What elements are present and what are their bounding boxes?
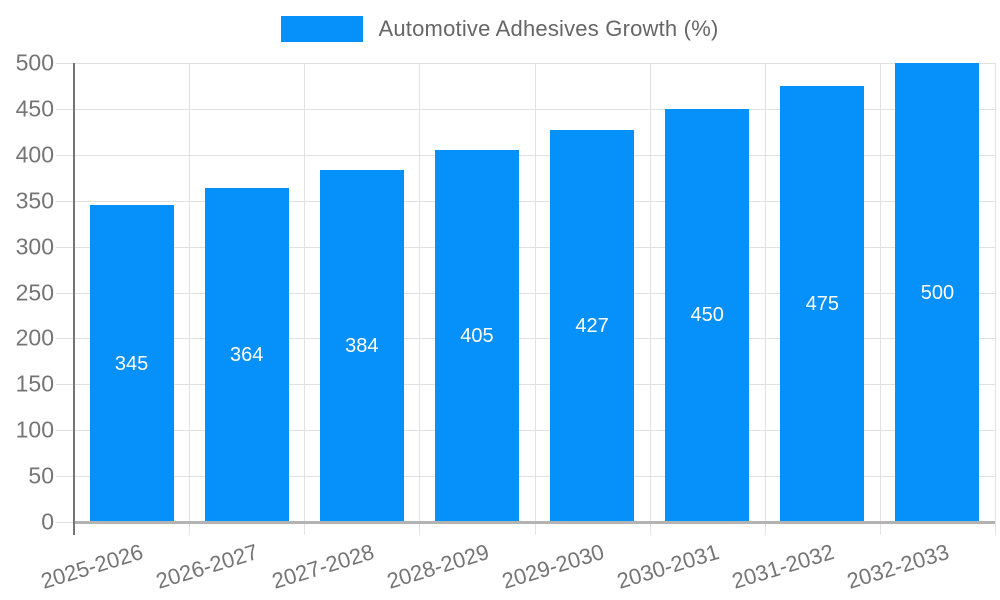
bar[interactable] — [550, 130, 635, 522]
x-gridline — [879, 63, 881, 535]
bar-value-label: 384 — [345, 334, 379, 357]
y-gridline — [56, 522, 74, 523]
x-axis-tick-label: 2030-2031 — [613, 539, 722, 594]
y-axis-tick-label: 100 — [15, 416, 54, 443]
x-axis-tick-label: 2029-2030 — [498, 539, 607, 594]
y-gridline — [56, 154, 995, 156]
y-axis-tick-label: 200 — [15, 324, 54, 351]
bar[interactable] — [895, 63, 980, 522]
y-gridline — [56, 292, 995, 294]
x-gridline — [189, 63, 191, 535]
bar[interactable] — [89, 205, 174, 522]
y-gridline — [56, 476, 995, 478]
x-gridline — [304, 63, 306, 535]
x-gridline — [995, 63, 996, 535]
y-axis-line — [73, 63, 75, 535]
bar-value-label: 500 — [920, 281, 955, 304]
legend-swatch-icon — [281, 16, 364, 42]
x-axis-tick-label: 2032-2033 — [844, 539, 953, 594]
x-gridline — [419, 63, 421, 535]
x-gridline — [649, 63, 651, 535]
y-axis-tick-label: 350 — [15, 187, 54, 214]
y-gridline — [56, 63, 995, 64]
bar[interactable] — [434, 150, 519, 522]
bar[interactable] — [665, 108, 750, 522]
y-gridline — [56, 246, 995, 248]
x-gridline — [534, 63, 536, 535]
bar-value-label: 364 — [230, 343, 264, 366]
bar-value-label: 427 — [575, 315, 609, 337]
bar-value-label: 405 — [460, 325, 494, 348]
y-axis-tick-label: 0 — [41, 508, 54, 535]
bar[interactable] — [204, 187, 289, 522]
x-axis-tick-label: 2026-2027 — [153, 539, 262, 594]
y-axis-tick-label: 250 — [15, 279, 54, 305]
bar[interactable] — [780, 86, 865, 522]
y-axis-tick-label: 50 — [28, 462, 54, 489]
x-axis-tick-label: 2028-2029 — [383, 539, 492, 594]
legend[interactable]: Automotive Adhesives Growth (%) — [0, 16, 1000, 42]
y-gridline — [56, 200, 995, 202]
y-axis-tick-label: 500 — [15, 49, 54, 76]
x-axis-line — [74, 521, 995, 524]
bar-value-label: 450 — [690, 304, 724, 327]
x-axis-tick-label: 2031-2032 — [729, 539, 838, 594]
y-axis-tick-label: 300 — [15, 233, 54, 260]
y-axis-tick-label: 450 — [15, 95, 54, 122]
y-gridline — [56, 108, 995, 110]
y-axis-tick-label: 150 — [15, 370, 54, 397]
x-gridline — [764, 63, 766, 535]
bar-value-label: 475 — [805, 293, 839, 315]
x-axis-tick-label: 2025-2026 — [38, 539, 147, 594]
legend-label: Automotive Adhesives Growth (%) — [378, 16, 719, 41]
y-axis-tick-label: 400 — [15, 141, 54, 168]
y-gridline — [56, 338, 995, 340]
x-axis-tick-label: 2027-2028 — [268, 539, 377, 594]
y-gridline — [56, 384, 995, 386]
y-gridline — [56, 430, 995, 432]
bar[interactable] — [319, 169, 404, 522]
bar-value-label: 345 — [114, 352, 149, 375]
